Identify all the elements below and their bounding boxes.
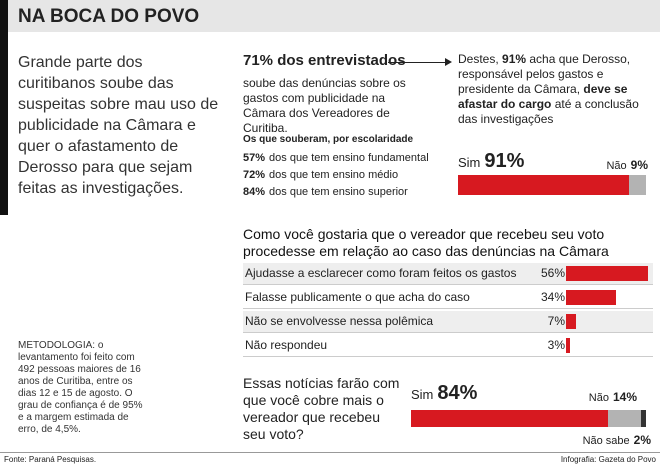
value-label: 84%	[437, 382, 478, 404]
value-label: 9%	[630, 158, 648, 172]
education-row: 84% dos que tem ensino superior	[243, 184, 429, 201]
bar-segment	[641, 410, 646, 427]
education-share: 84%	[243, 186, 266, 198]
knew-subtitle: Os que souberam, por escolaridade	[243, 134, 414, 145]
education-group: dos que tem ensino fundamental	[269, 152, 429, 164]
source: Fonte: Paraná Pesquisas.	[4, 455, 97, 464]
category-label: Não se envolvesse nessa polêmica	[245, 314, 434, 328]
news-chart: Sim 84% Não 14% Não sabe 2%	[411, 382, 651, 447]
credit: Infografia: Gazeta do Povo	[560, 455, 656, 464]
segment-label: Sim 84%	[411, 382, 477, 405]
knew-text: soube das denúncias sobre os gastos com …	[243, 76, 406, 135]
legend-name: Não	[588, 392, 609, 404]
decision-text: Destes, 91% acha que Derosso, responsáve…	[458, 52, 653, 127]
legend-name: Não	[606, 160, 627, 172]
footer-rule	[0, 452, 660, 453]
value-label: 14%	[612, 390, 637, 404]
knew-headline: 71% dos entrevistados	[243, 52, 406, 69]
education-row: 72% dos que tem ensino médio	[243, 167, 429, 184]
bar-segment	[608, 410, 642, 427]
segment-label: Sim 91%	[458, 150, 524, 173]
value-label: 91%	[484, 150, 525, 172]
value-label: 2%	[633, 433, 651, 447]
bar-segment	[629, 175, 646, 195]
decision-segment: deve se afastar do cargo	[458, 82, 628, 111]
decision-chart: Sim 91% Não 9%	[458, 150, 648, 195]
legend-name: Sim	[411, 387, 434, 402]
value-label: 34%	[540, 290, 565, 304]
category-label: Falasse publicamente o que acha do caso	[245, 290, 470, 304]
question-row: Não respondeu 3%	[243, 335, 653, 357]
decision-segment: 91%	[502, 52, 527, 66]
education-share: 72%	[243, 169, 266, 181]
category-label: Não respondeu	[245, 338, 328, 352]
news-title: Essas notícias farão com que você cobre …	[243, 375, 400, 442]
question-chart: Ajudasse a esclarecer como foram feitos …	[243, 263, 653, 359]
education-group: dos que tem ensino superior	[269, 186, 408, 198]
question-row: Falasse publicamente o que acha do caso 3…	[243, 287, 653, 309]
intro: Grande parte dos curitibanos soube das s…	[18, 54, 219, 197]
bar	[566, 314, 577, 329]
bar-segment	[458, 175, 630, 195]
education-list: 57% dos que tem ensino fundamental 72% dos …	[243, 150, 429, 201]
header-band	[0, 0, 660, 32]
arrow-head	[445, 58, 452, 66]
value-label: 56%	[540, 266, 565, 280]
question-row: Ajudasse a esclarecer como foram feitos …	[243, 263, 653, 285]
bar	[566, 290, 616, 305]
arrow	[388, 62, 450, 63]
question-row: Não se envolvesse nessa polêmica 7%	[243, 311, 653, 333]
segment-label: Não sabe 2%	[583, 431, 651, 449]
education-share: 57%	[243, 152, 266, 164]
legend-name: Sim	[458, 155, 481, 170]
bar	[566, 338, 571, 353]
segment-label: Não 14%	[589, 388, 637, 406]
methodology: METODOLOGIA: o levantamento foi feito co…	[18, 340, 143, 435]
segment-label: Não 9%	[606, 156, 648, 174]
category-label: Ajudasse a esclarecer como foram feitos …	[245, 266, 517, 280]
bar-segment	[411, 410, 609, 427]
education-row: 57% dos que tem ensino fundamental	[243, 150, 429, 167]
legend-name: Não sabe	[582, 435, 630, 447]
education-group: dos que tem ensino médio	[269, 169, 399, 181]
title: NA BOCA DO POVO	[18, 6, 200, 27]
bar	[566, 266, 648, 281]
value-label: 3%	[547, 338, 565, 352]
decision-segment: até a conclusão das investigações	[458, 97, 639, 126]
decision-segment: Destes,	[458, 52, 503, 66]
value-label: 7%	[547, 314, 565, 328]
decision-segment: acha que Derosso, responsável pelos gast…	[458, 52, 631, 96]
side-stripe	[0, 0, 8, 215]
